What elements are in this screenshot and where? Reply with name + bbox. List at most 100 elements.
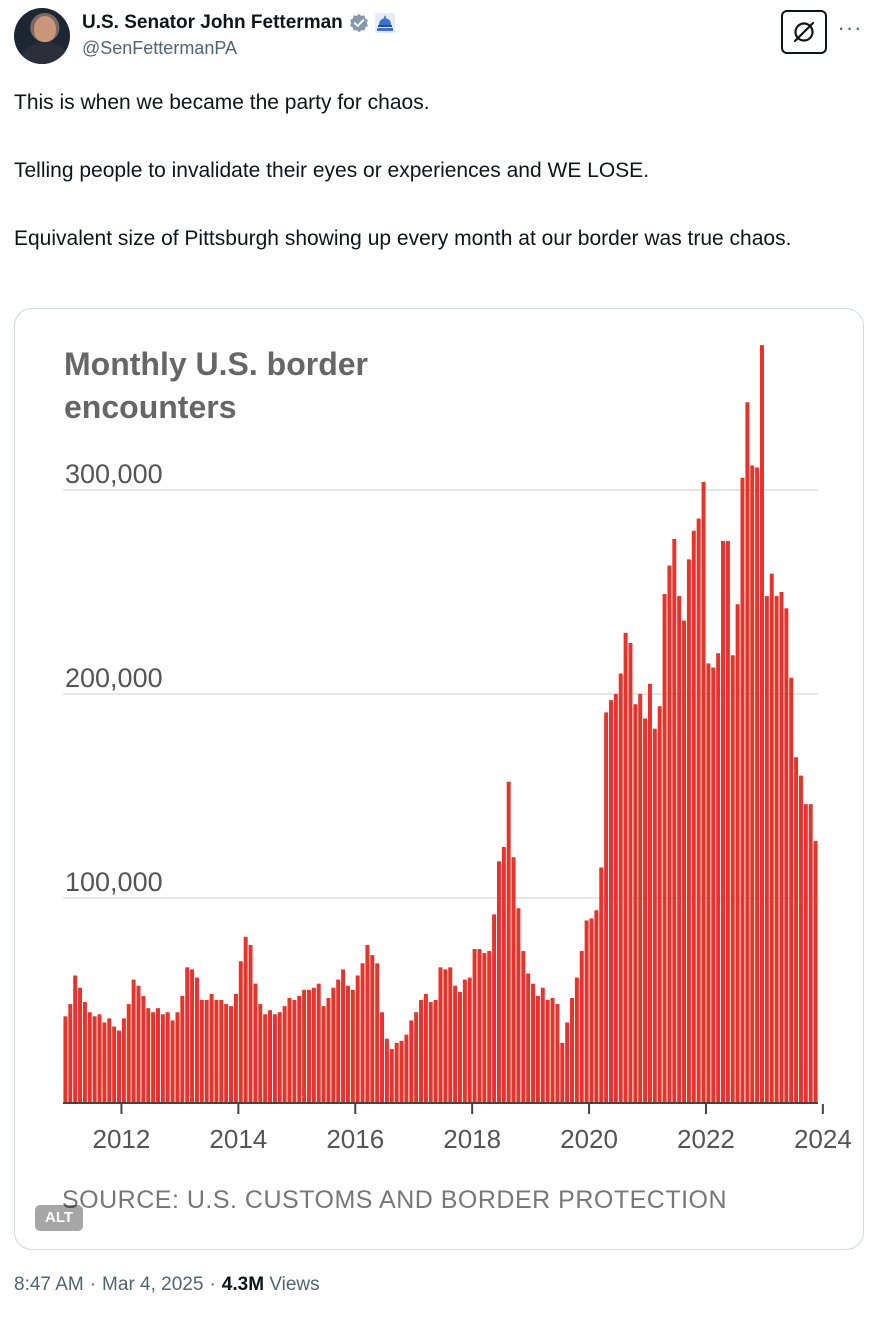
bar [175, 1012, 180, 1102]
bar [82, 1002, 87, 1102]
bar [555, 1004, 560, 1102]
tweet-time[interactable]: 8:47 AM [14, 1274, 84, 1295]
bar [589, 918, 594, 1102]
bar [404, 1034, 409, 1102]
bar [472, 949, 477, 1102]
bar [63, 1016, 68, 1102]
bar [136, 985, 141, 1102]
bar [341, 969, 346, 1102]
bar [696, 518, 701, 1102]
tweet-meta: 8:47 AM · Mar 4, 2025 · 4.3M Views [14, 1274, 320, 1296]
bar [370, 955, 375, 1102]
bar [141, 995, 146, 1102]
bar [496, 861, 501, 1102]
bar [165, 1012, 170, 1102]
handle[interactable]: @SenFettermanPA [82, 38, 238, 58]
bar [764, 596, 769, 1102]
bar [540, 987, 545, 1102]
views-label: Views [269, 1274, 320, 1295]
bar [740, 477, 745, 1102]
meta-separator-2: · [209, 1274, 216, 1295]
bars [63, 345, 818, 1103]
bar [384, 1038, 389, 1102]
bar [219, 1000, 224, 1102]
chart-title-line-2: encounters [64, 389, 236, 425]
grok-icon [793, 21, 815, 43]
bar [789, 677, 794, 1102]
bar [190, 969, 195, 1102]
bar [297, 995, 302, 1102]
bar [428, 1002, 433, 1102]
bar [599, 867, 604, 1102]
bar [302, 989, 307, 1102]
bar [146, 1008, 151, 1102]
x-tick-label: 2022 [677, 1124, 735, 1154]
bar [638, 694, 643, 1102]
x-tick-label: 2018 [443, 1124, 501, 1154]
bar [691, 530, 696, 1102]
bar [725, 541, 730, 1102]
avatar[interactable] [14, 8, 70, 64]
grok-button[interactable] [781, 10, 827, 54]
more-options-button[interactable]: ··· [837, 15, 863, 40]
bar [531, 983, 536, 1102]
bar [311, 987, 316, 1102]
bar [774, 596, 779, 1102]
display-name[interactable]: U.S. Senator John Fetterman [82, 12, 343, 33]
bar [399, 1040, 404, 1102]
bar [467, 977, 472, 1102]
bar [662, 594, 667, 1102]
bar [292, 1000, 297, 1102]
bar [760, 345, 764, 1102]
bar [360, 963, 365, 1102]
bar [238, 961, 243, 1102]
bar [107, 1018, 112, 1102]
tweet-media-image[interactable]: Monthly U.S. border encounters 100,000 20… [14, 308, 864, 1250]
bar [570, 997, 574, 1102]
bar [482, 953, 487, 1102]
bar [199, 1000, 204, 1102]
tweet-line-2: Telling people to invalidate their eyes … [14, 159, 650, 182]
bar [326, 997, 331, 1102]
tweet-header: U.S. Senator John Fetterman @SenFetterma… [14, 8, 864, 68]
bar [803, 804, 808, 1102]
bar [584, 920, 589, 1102]
bar [336, 979, 341, 1102]
bar [389, 1048, 394, 1102]
bar [808, 804, 813, 1102]
bar [345, 985, 350, 1102]
chart-source: SOURCE: U.S. CUSTOMS AND BORDER PROTECTI… [62, 1186, 727, 1214]
bar [609, 700, 613, 1102]
bar [492, 914, 497, 1102]
tweet-line-1: This is when we became the party for cha… [14, 91, 430, 114]
bar [677, 596, 682, 1102]
bar [233, 993, 238, 1102]
bar [272, 1014, 277, 1102]
bar [750, 465, 755, 1102]
bar [798, 775, 803, 1102]
bar [409, 1020, 414, 1102]
bar [613, 694, 618, 1102]
bar [521, 951, 526, 1102]
bar [248, 944, 253, 1102]
bar [433, 1000, 438, 1102]
bar [394, 1042, 399, 1102]
tweet-text: This is when we became the party for cha… [14, 86, 864, 256]
tweet-date[interactable]: Mar 4, 2025 [102, 1274, 204, 1295]
bar [321, 1006, 326, 1102]
y-tick-label: 100,000 [65, 867, 163, 897]
bar [268, 1010, 272, 1102]
bar [628, 643, 633, 1102]
bar [287, 997, 292, 1102]
alt-badge[interactable]: ALT [35, 1205, 84, 1231]
bar [126, 1004, 131, 1102]
bar [545, 1000, 550, 1102]
bar [667, 565, 672, 1102]
x-tick-label: 2024 [794, 1124, 852, 1154]
views-count: 4.3M [221, 1274, 265, 1295]
bar [453, 985, 458, 1102]
bar [87, 1012, 92, 1102]
bar [204, 1000, 209, 1102]
bar [526, 973, 531, 1102]
bar [131, 979, 136, 1102]
